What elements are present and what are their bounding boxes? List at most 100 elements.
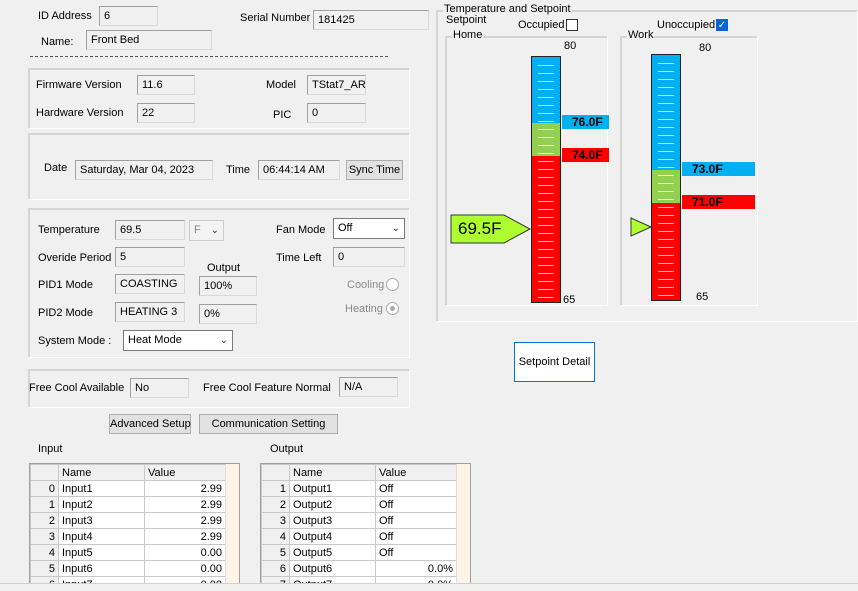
row-name[interactable]: Input3 [58, 512, 145, 529]
gauge-tick [658, 247, 674, 248]
table-row[interactable]: 0 Input1 2.99 [30, 480, 226, 497]
name-column-header[interactable]: Name [289, 464, 376, 481]
communication-setting-button[interactable]: Communication Setting [199, 414, 338, 434]
time-label: Time [226, 164, 251, 176]
pic-label: PIC [273, 109, 292, 121]
date-field[interactable]: Saturday, Mar 04, 2023 [75, 160, 213, 180]
value-column-header[interactable]: Value [375, 464, 457, 481]
table-row[interactable]: 2 Output2 Off [261, 496, 457, 513]
gauge-tick [658, 167, 674, 168]
sync-time-button[interactable]: Sync Time [346, 160, 403, 180]
date-label: Date [44, 162, 68, 174]
gauge-tick [658, 159, 674, 160]
pid1-field: COASTING [115, 274, 185, 294]
row-name[interactable]: Output3 [289, 512, 376, 529]
row-value[interactable]: 0.00 [144, 544, 226, 561]
row-value[interactable]: Off [375, 544, 457, 561]
input-table-scrollbar[interactable] [225, 464, 239, 590]
row-name[interactable]: Input1 [58, 480, 145, 497]
work-max-label: 80 [699, 42, 712, 54]
row-value[interactable]: Off [375, 496, 457, 513]
table-row[interactable]: 1 Input2 2.99 [30, 496, 226, 513]
free-cool-feature-field: N/A [339, 377, 398, 397]
output-table-scrollbar[interactable] [456, 464, 470, 590]
control-group [28, 208, 410, 358]
table-row[interactable]: 2 Input3 2.99 [30, 512, 226, 529]
system-mode-value: Heat Mode [128, 334, 182, 346]
gauge-tick [658, 271, 674, 272]
gauge-tick [538, 185, 554, 186]
name-field[interactable]: Front Bed [86, 30, 212, 50]
index-header [261, 464, 290, 481]
work-temperature-gauge [651, 54, 681, 301]
output-table-title: Output [270, 443, 304, 455]
table-header-row: Name Value [30, 464, 226, 481]
id-address-field[interactable]: 6 [99, 6, 158, 26]
freecool-group [28, 369, 410, 408]
cooling-radio[interactable] [386, 278, 399, 291]
temperature-field: 69.5 [115, 220, 185, 240]
name-column-header[interactable]: Name [58, 464, 145, 481]
row-value[interactable]: Off [375, 512, 457, 529]
row-value[interactable]: 2.99 [144, 528, 226, 545]
gauge-tick [658, 175, 674, 176]
gauge-tick [658, 255, 674, 256]
table-row[interactable]: 3 Output3 Off [261, 512, 457, 529]
gauge-tick [658, 295, 674, 296]
output-table[interactable]: Name Value 1 Output1 Off 2 Output2 Off 3 Output… [260, 463, 471, 591]
row-name[interactable]: Output4 [289, 528, 376, 545]
unoccupied-label: Unoccupied [657, 19, 716, 31]
row-value[interactable]: 2.99 [144, 512, 226, 529]
system-mode-select[interactable]: Heat Mode ⌄ [123, 330, 233, 351]
table-row[interactable]: 6 Output6 0.0% [261, 560, 457, 577]
row-value[interactable]: 0.0% [375, 560, 457, 577]
gauge-tick [538, 145, 554, 146]
heating-radio[interactable] [386, 302, 399, 315]
row-name[interactable]: Input5 [58, 544, 145, 561]
row-value[interactable]: 2.99 [144, 496, 226, 513]
gauge-tick [538, 129, 554, 130]
row-name[interactable]: Output1 [289, 480, 376, 497]
value-column-header[interactable]: Value [144, 464, 226, 481]
home-cool-setpoint-tag[interactable]: 76.0F [562, 114, 609, 129]
row-name[interactable]: Input2 [58, 496, 145, 513]
gauge-tick [658, 87, 674, 88]
table-row[interactable]: 1 Output1 Off [261, 480, 457, 497]
work-heat-setpoint-tag[interactable]: 71.0F [682, 195, 755, 210]
table-row[interactable]: 4 Output4 Off [261, 528, 457, 545]
row-value[interactable]: 0.00 [144, 560, 226, 577]
row-name[interactable]: Output6 [289, 560, 376, 577]
fan-mode-select[interactable]: Off ⌄ [333, 218, 405, 239]
row-value[interactable]: Off [375, 528, 457, 545]
setpoint-detail-button[interactable]: Setpoint Detail [514, 342, 595, 382]
override-field[interactable]: 5 [115, 247, 185, 267]
gauge-tick [538, 193, 554, 194]
home-heat-setpoint-tag[interactable]: 74.0F [562, 147, 609, 162]
row-index: 2 [30, 512, 59, 529]
table-row[interactable]: 4 Input5 0.00 [30, 544, 226, 561]
table-row[interactable]: 5 Output5 Off [261, 544, 457, 561]
gauge-tick [538, 201, 554, 202]
work-cool-setpoint-tag[interactable]: 73.0F [682, 162, 755, 177]
row-index: 0 [30, 480, 59, 497]
hardware-label: Hardware Version [36, 107, 124, 119]
serial-number-field[interactable]: 181425 [313, 10, 429, 30]
row-name[interactable]: Input6 [58, 560, 145, 577]
input-table[interactable]: Name Value 0 Input1 2.99 1 Input2 2.99 2 Input3… [29, 463, 240, 591]
unoccupied-checkbox[interactable]: ✓ [716, 19, 728, 31]
row-name[interactable]: Output5 [289, 544, 376, 561]
row-name[interactable]: Output2 [289, 496, 376, 513]
row-index: 2 [261, 496, 290, 513]
chevron-down-icon: ⌄ [219, 335, 228, 346]
row-value[interactable]: 2.99 [144, 480, 226, 497]
table-row[interactable]: 5 Input6 0.00 [30, 560, 226, 577]
unit-select[interactable]: F ⌄ [189, 220, 224, 241]
gauge-tick [658, 199, 674, 200]
table-row[interactable]: 3 Input4 2.99 [30, 528, 226, 545]
row-name[interactable]: Input4 [58, 528, 145, 545]
gauge-tick [538, 281, 554, 282]
row-value[interactable]: Off [375, 480, 457, 497]
time-field[interactable]: 06:44:14 AM [258, 160, 340, 180]
advanced-setup-button[interactable]: Advanced Setup [109, 414, 191, 434]
occupied-checkbox[interactable] [566, 19, 578, 31]
